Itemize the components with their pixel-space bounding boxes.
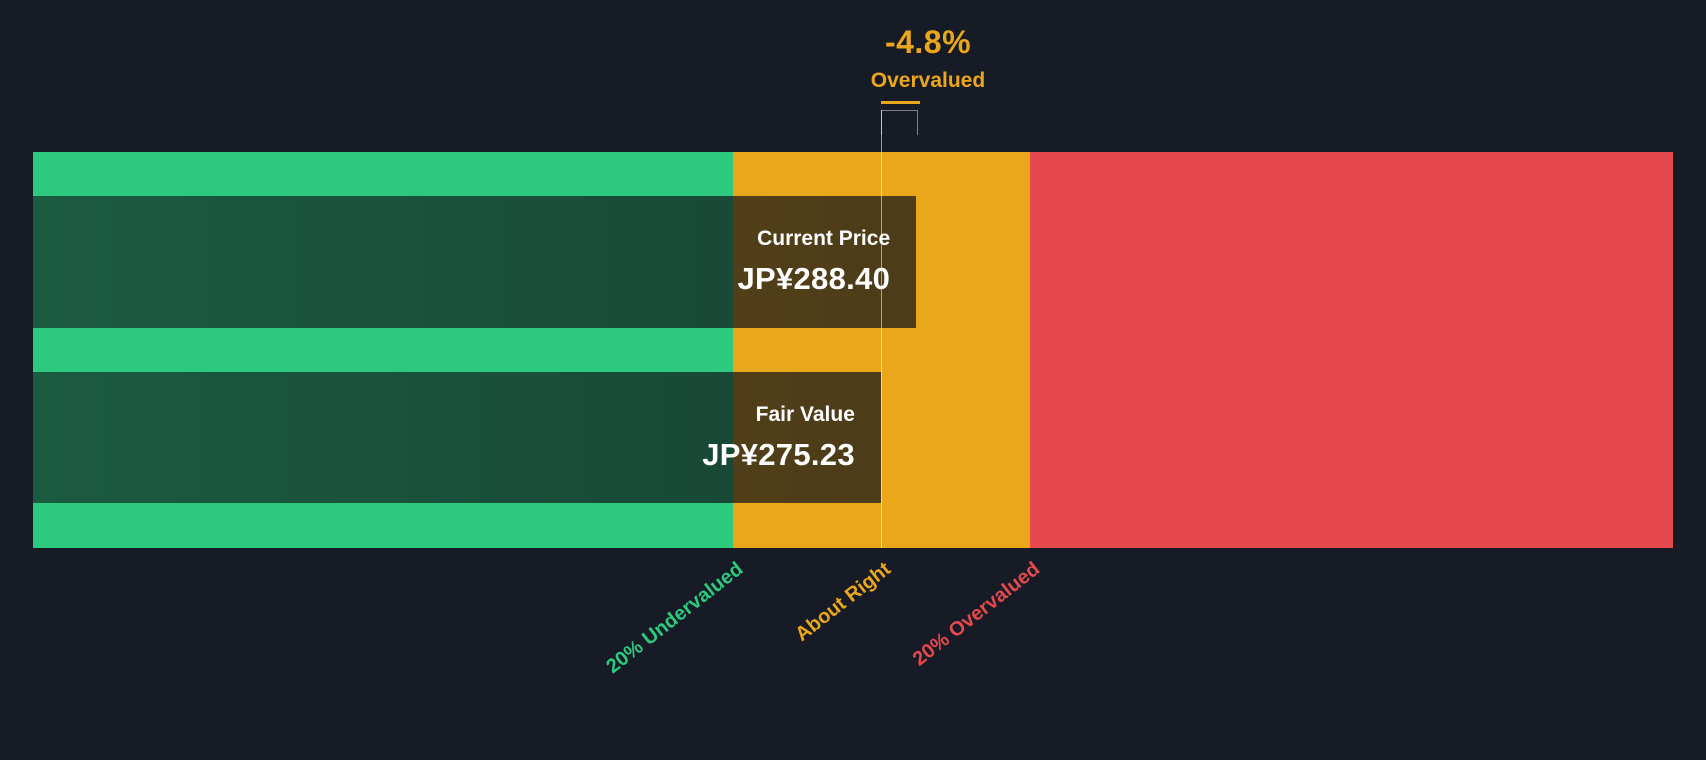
current-price-value: JP¥288.40 xyxy=(737,261,891,296)
price-gap-bracket xyxy=(880,110,919,135)
zone-overvalued xyxy=(1030,152,1673,548)
valuation-delta: -4.8% xyxy=(884,24,972,60)
valuation-annotation: -4.8% Overvalued xyxy=(871,24,985,93)
current-price-bar: Current Price JP¥288.40 xyxy=(33,196,917,328)
axis-label-about-right: About Right xyxy=(791,558,896,646)
fair-value-label: Fair Value xyxy=(755,402,855,426)
current-price-label: Current Price xyxy=(757,227,891,250)
valuation-status: Overvalued xyxy=(870,69,986,92)
valuation-band: Current Price JP¥288.40 Fair Value JP¥27… xyxy=(33,152,1673,548)
fair-value-value: JP¥275.23 xyxy=(702,436,855,472)
fair-value-bar: Fair Value JP¥275.23 xyxy=(33,372,881,503)
annotation-underline xyxy=(880,101,921,104)
axis-label-overvalued: 20% Overvalued xyxy=(908,558,1044,671)
axis-label-undervalued: 20% Undervalued xyxy=(601,558,747,678)
fair-value-marker-line xyxy=(880,110,882,548)
